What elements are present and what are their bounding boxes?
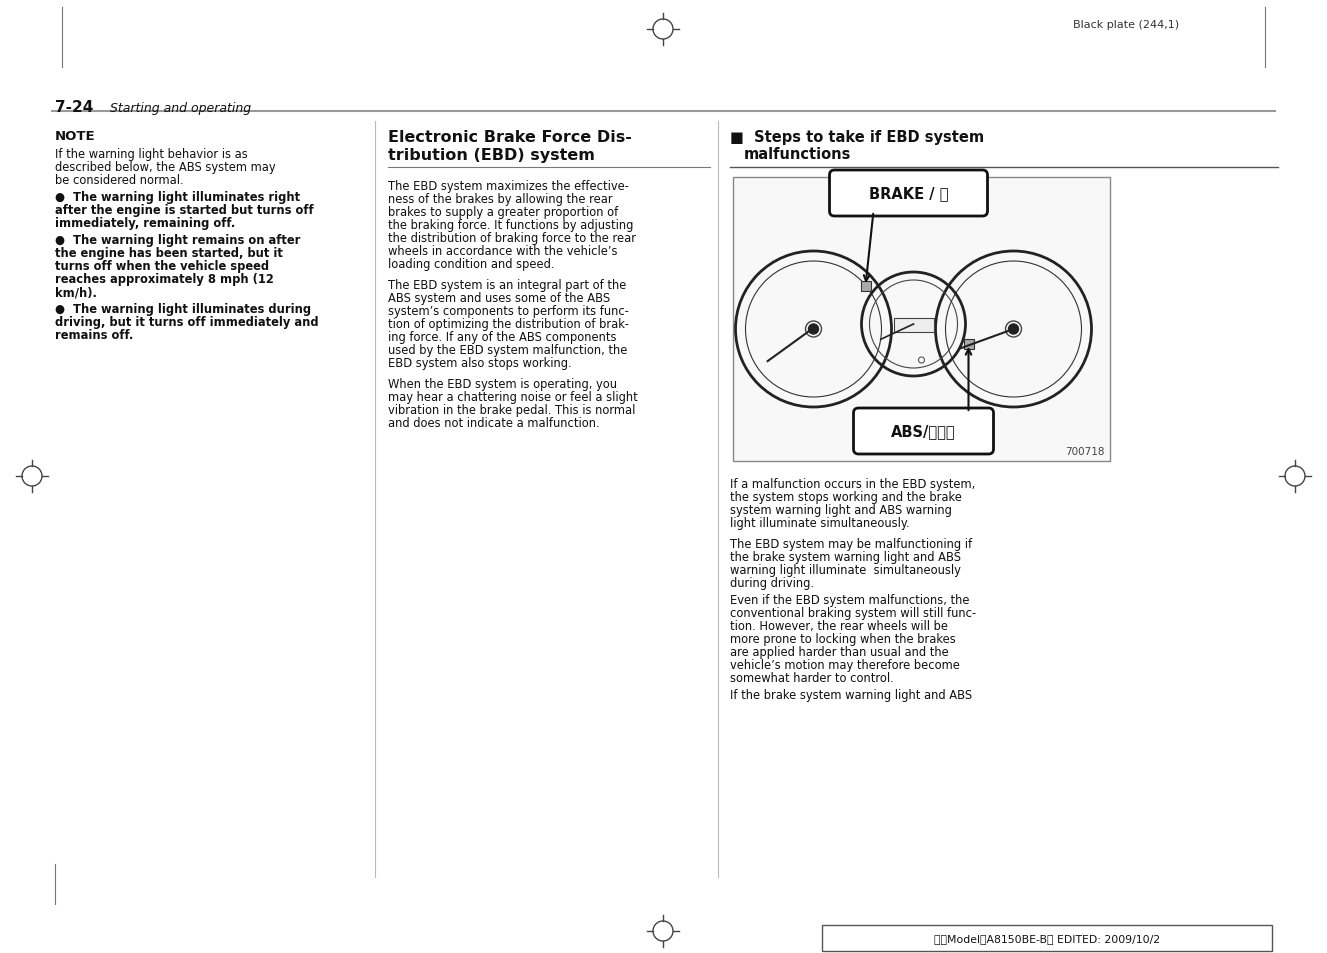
Text: the braking force. It functions by adjusting: the braking force. It functions by adjus… [387,219,633,232]
Text: ●  The warning light illuminates right: ● The warning light illuminates right [54,191,300,204]
Text: system’s components to perform its func-: system’s components to perform its func- [387,305,629,317]
Text: tion. However, the rear wheels will be: tion. However, the rear wheels will be [730,619,947,633]
Bar [860,282,871,292]
Text: The EBD system may be malfunctioning if: The EBD system may be malfunctioning if [730,537,973,551]
Text: immediately, remaining off.: immediately, remaining off. [54,216,235,230]
Text: The EBD system maximizes the effective-: The EBD system maximizes the effective- [387,180,629,193]
Text: and does not indicate a malfunction.: and does not indicate a malfunction. [387,416,600,430]
Text: ABS system and uses some of the ABS: ABS system and uses some of the ABS [387,292,610,305]
Bar [821,925,1273,951]
Text: Electronic Brake Force Dis-: Electronic Brake Force Dis- [387,130,632,145]
Text: ■  Steps to take if EBD system: ■ Steps to take if EBD system [730,130,985,145]
Text: 北米Model｢A8150BE-B｣ EDITED: 2009/10/2: 北米Model｢A8150BE-B｣ EDITED: 2009/10/2 [934,933,1160,943]
Text: Starting and operating: Starting and operating [110,102,251,115]
Text: km/h).: km/h). [54,286,97,298]
Text: ABS/ⒶⒷⓂ: ABS/ⒶⒷⓂ [892,424,955,439]
Text: Even if the EBD system malfunctions, the: Even if the EBD system malfunctions, the [730,594,970,606]
Text: 7-24: 7-24 [54,100,93,115]
FancyBboxPatch shape [829,171,987,216]
Circle shape [808,325,819,335]
Text: ness of the brakes by allowing the rear: ness of the brakes by allowing the rear [387,193,613,206]
Text: tion of optimizing the distribution of brak-: tion of optimizing the distribution of b… [387,317,629,331]
Text: more prone to locking when the brakes: more prone to locking when the brakes [730,633,955,645]
Text: BRAKE / Ⓘ: BRAKE / Ⓘ [869,186,949,201]
Text: malfunctions: malfunctions [744,147,852,162]
Text: If the warning light behavior is as: If the warning light behavior is as [54,148,248,161]
Text: light illuminate simultaneously.: light illuminate simultaneously. [730,517,909,530]
Text: the brake system warning light and ABS: the brake system warning light and ABS [730,551,961,563]
Text: vehicle’s motion may therefore become: vehicle’s motion may therefore become [730,659,959,671]
Text: ing force. If any of the ABS components: ing force. If any of the ABS components [387,331,617,344]
Text: used by the EBD system malfunction, the: used by the EBD system malfunction, the [387,344,628,356]
Text: ●  The warning light remains on after: ● The warning light remains on after [54,233,300,247]
Text: the engine has been started, but it: the engine has been started, but it [54,247,283,260]
Text: conventional braking system will still func-: conventional braking system will still f… [730,606,977,619]
Circle shape [909,320,917,329]
Text: 700718: 700718 [1066,447,1105,456]
Text: When the EBD system is operating, you: When the EBD system is operating, you [387,377,617,391]
FancyBboxPatch shape [853,409,994,455]
Text: NOTE: NOTE [54,130,96,143]
Text: system warning light and ABS warning: system warning light and ABS warning [730,503,951,517]
Bar [733,178,1109,461]
Text: turns off when the vehicle speed: turns off when the vehicle speed [54,260,269,273]
Text: the system stops working and the brake: the system stops working and the brake [730,491,962,503]
Bar [963,339,974,350]
Text: If a malfunction occurs in the EBD system,: If a malfunction occurs in the EBD syste… [730,477,975,491]
Text: EBD system also stops working.: EBD system also stops working. [387,356,572,370]
Text: brakes to supply a greater proportion of: brakes to supply a greater proportion of [387,206,618,219]
Text: during driving.: during driving. [730,577,813,589]
Text: wheels in accordance with the vehicle’s: wheels in accordance with the vehicle’s [387,245,617,257]
Text: tribution (EBD) system: tribution (EBD) system [387,148,594,163]
Text: ●  The warning light illuminates during: ● The warning light illuminates during [54,303,311,315]
Text: loading condition and speed.: loading condition and speed. [387,257,555,271]
Text: remains off.: remains off. [54,329,134,341]
Text: after the engine is started but turns off: after the engine is started but turns of… [54,204,313,216]
Text: vibration in the brake pedal. This is normal: vibration in the brake pedal. This is no… [387,403,636,416]
Text: If the brake system warning light and ABS: If the brake system warning light and AB… [730,688,973,701]
Text: somewhat harder to control.: somewhat harder to control. [730,671,894,684]
Bar [893,318,933,333]
Text: reaches approximately 8 mph (12: reaches approximately 8 mph (12 [54,273,273,286]
Text: be considered normal.: be considered normal. [54,173,183,187]
Text: driving, but it turns off immediately and: driving, but it turns off immediately an… [54,315,318,329]
Text: The EBD system is an integral part of the: The EBD system is an integral part of th… [387,278,626,292]
Text: the distribution of braking force to the rear: the distribution of braking force to the… [387,232,636,245]
Text: are applied harder than usual and the: are applied harder than usual and the [730,645,949,659]
Circle shape [1009,325,1019,335]
Text: may hear a chattering noise or feel a slight: may hear a chattering noise or feel a sl… [387,391,638,403]
Text: Black plate (244,1): Black plate (244,1) [1074,20,1180,30]
Text: described below, the ABS system may: described below, the ABS system may [54,161,276,173]
Text: warning light illuminate  simultaneously: warning light illuminate simultaneously [730,563,961,577]
